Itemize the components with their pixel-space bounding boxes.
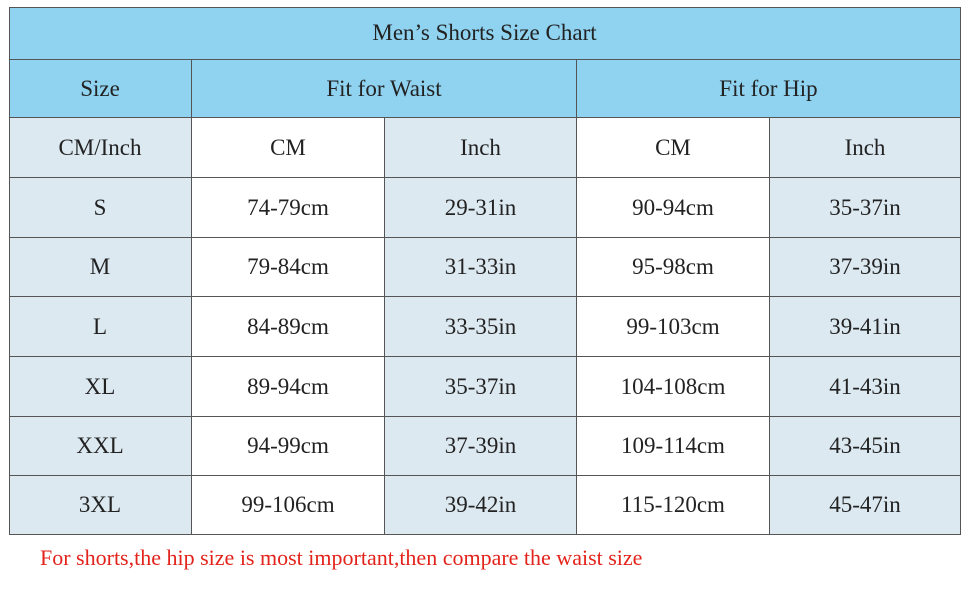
- table-cell: 99-106cm: [192, 476, 385, 535]
- table-cell: 99-103cm: [577, 297, 770, 357]
- table-cell: 104-108cm: [577, 357, 770, 417]
- header-cell: Fit for Waist: [192, 60, 577, 118]
- note: For shorts,the hip size is most importan…: [40, 545, 643, 570]
- table-cell: 33-35in: [385, 297, 577, 357]
- table-title: Men’s Shorts Size Chart: [9, 7, 961, 60]
- table-cell: 109-114cm: [577, 417, 770, 476]
- table-cell: 79-84cm: [192, 238, 385, 297]
- subheader-cell: Inch: [770, 118, 961, 178]
- table-cell: 37-39in: [770, 238, 961, 297]
- table-cell: 39-41in: [770, 297, 961, 357]
- table-cell: XL: [9, 357, 192, 417]
- table-cell: XXL: [9, 417, 192, 476]
- header-cell: Fit for Hip: [577, 60, 961, 118]
- table-cell: 35-37in: [770, 178, 961, 238]
- table-cell: 29-31in: [385, 178, 577, 238]
- table-cell: 74-79cm: [192, 178, 385, 238]
- table-cell: 94-99cm: [192, 417, 385, 476]
- table-cell: 31-33in: [385, 238, 577, 297]
- table-cell: S: [9, 178, 192, 238]
- subheader-cell: CM: [192, 118, 385, 178]
- table-cell: 89-94cm: [192, 357, 385, 417]
- table-cell: 45-47in: [770, 476, 961, 535]
- table-cell: 90-94cm: [577, 178, 770, 238]
- table-cell: 84-89cm: [192, 297, 385, 357]
- table-cell: L: [9, 297, 192, 357]
- subheader-cell: CM/Inch: [9, 118, 192, 178]
- table-cell: 35-37in: [385, 357, 577, 417]
- table-cell: 37-39in: [385, 417, 577, 476]
- table-cell: 3XL: [9, 476, 192, 535]
- table-cell: 41-43in: [770, 357, 961, 417]
- table-cell: 43-45in: [770, 417, 961, 476]
- table-cell: 95-98cm: [577, 238, 770, 297]
- table-cell: 39-42in: [385, 476, 577, 535]
- header-cell: Size: [9, 60, 192, 118]
- table-cell: 115-120cm: [577, 476, 770, 535]
- table-cell: M: [9, 238, 192, 297]
- subheader-cell: Inch: [385, 118, 577, 178]
- subheader-cell: CM: [577, 118, 770, 178]
